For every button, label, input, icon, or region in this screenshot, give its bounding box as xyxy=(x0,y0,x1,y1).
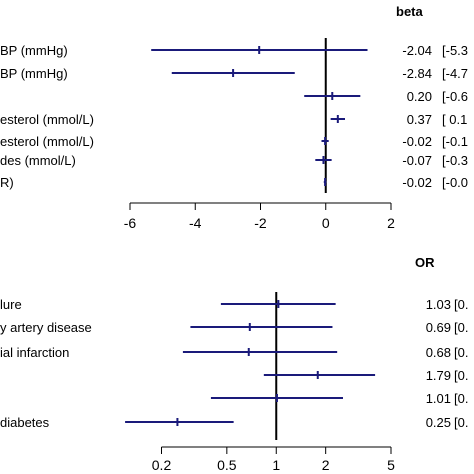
row-ci-text: [0. xyxy=(454,320,468,335)
row-estimate-value: 1.01 xyxy=(426,391,451,406)
x-tick-label: 2 xyxy=(387,215,395,231)
row-label: R) xyxy=(0,175,14,190)
x-tick-label: 0 xyxy=(322,215,330,231)
row-estimate-value: -2.04 xyxy=(402,43,432,58)
row-ci-text: [0. xyxy=(454,391,468,406)
row-estimate-value: -2.84 xyxy=(402,66,432,81)
panel-stat-header: OR xyxy=(415,255,435,270)
row-label: des (mmol/L) xyxy=(0,153,76,168)
row-estimate-value: -0.02 xyxy=(402,175,432,190)
forest-panel-beta: beta BP (mmHg) -2.04 [-5.3 BP (mmHg) -2.84 [-… xyxy=(0,4,468,231)
row-label: ial infarction xyxy=(0,345,69,360)
row-label: BP (mmHg) xyxy=(0,43,68,58)
row-ci-text: [-0.1 xyxy=(442,134,468,149)
row-estimate-value: 1.79 xyxy=(426,368,451,383)
row-ci-text: [-0.3 xyxy=(442,153,468,168)
row-label: lure xyxy=(0,297,22,312)
row-ci-text: [-0.6 xyxy=(442,89,468,104)
row-estimate-value: 0.37 xyxy=(407,112,432,127)
row-ci-text: [ 0.1 xyxy=(442,112,467,127)
row-ci-text: [-5.3 xyxy=(442,43,468,58)
row-estimate-value: 0.20 xyxy=(407,89,432,104)
x-tick-label: 0.5 xyxy=(217,457,237,473)
forest-panel-or: OR lure 1.03 [0.y artery disease 0.69 [0.ial… xyxy=(0,255,468,473)
x-tick-label: 5 xyxy=(387,457,395,473)
row-estimate-value: -0.07 xyxy=(402,153,432,168)
row-ci-text: [-0.0 xyxy=(442,175,468,190)
row-estimate-value: 0.68 xyxy=(426,345,451,360)
row-estimate-value: -0.02 xyxy=(402,134,432,149)
row-label: y artery disease xyxy=(0,320,92,335)
panel-stat-header: beta xyxy=(396,4,424,19)
row-estimate-value: 0.25 xyxy=(426,415,451,430)
row-ci-text: [0. xyxy=(454,368,468,383)
row-label: diabetes xyxy=(0,415,50,430)
x-tick-label: -4 xyxy=(189,215,202,231)
x-tick-label: 1 xyxy=(272,457,280,473)
row-ci-text: [-4.7 xyxy=(442,66,468,81)
row-label: BP (mmHg) xyxy=(0,66,68,81)
row-ci-text: [0. xyxy=(454,415,468,430)
row-label: esterol (mmol/L) xyxy=(0,134,94,149)
x-tick-label: 0.2 xyxy=(152,457,172,473)
x-tick-label: -6 xyxy=(124,215,137,231)
row-estimate-value: 0.69 xyxy=(426,320,451,335)
row-ci-text: [0. xyxy=(454,345,468,360)
x-tick-label: -2 xyxy=(254,215,267,231)
row-ci-text: [0. xyxy=(454,297,468,312)
row-estimate-value: 1.03 xyxy=(426,297,451,312)
x-tick-label: 2 xyxy=(322,457,330,473)
row-label: esterol (mmol/L) xyxy=(0,112,94,127)
